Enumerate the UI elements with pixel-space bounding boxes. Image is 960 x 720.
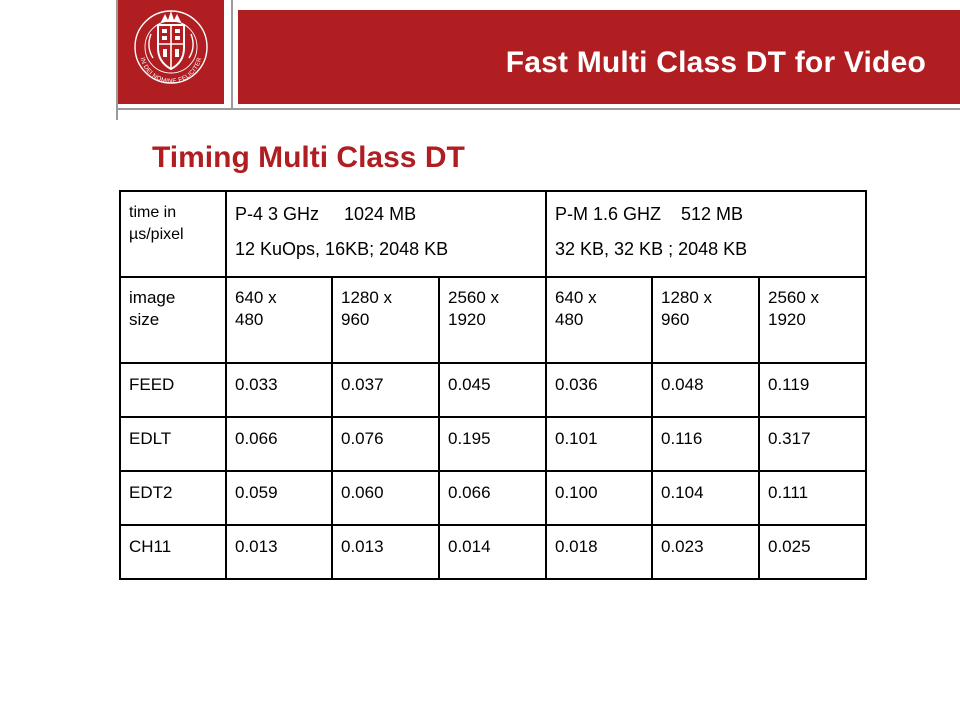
table-cell: 0.076 <box>331 416 440 472</box>
row-label: EDLT <box>119 416 227 472</box>
header-underline <box>118 108 960 110</box>
title-band <box>238 10 960 104</box>
size-text: 2560 x <box>448 288 500 307</box>
machine-pm-line1: P-M 1.6 GHZ 512 MB <box>555 204 744 224</box>
size-text: 2560 x <box>768 288 820 307</box>
logo-box: IN DEI NOMINE FELICITER <box>118 0 224 104</box>
table-cell: 0.018 <box>545 524 653 580</box>
table-cell: 0.033 <box>225 362 333 418</box>
unit-label-line1: time in <box>129 204 177 221</box>
size-text: 640 x <box>235 288 277 307</box>
table-cell: 0.116 <box>651 416 760 472</box>
size-text: 960 <box>661 310 690 329</box>
university-seal-icon: IN DEI NOMINE FELICITER <box>134 10 208 85</box>
row-label: CH11 <box>119 524 227 580</box>
table-row: CH11 0.013 0.013 0.014 0.018 0.023 0.025 <box>119 524 867 580</box>
machine-header-p4: P-4 3 GHz 1024 MB 12 KuOps, 16KB; 2048 K… <box>225 190 547 278</box>
table-cell: 0.013 <box>331 524 440 580</box>
timing-table: time in µs/pixel P-4 3 GHz 1024 MB 12 Ku… <box>119 190 867 580</box>
table-cell: 0.066 <box>438 470 547 526</box>
divider-middle <box>231 0 233 110</box>
row-label: FEED <box>119 362 227 418</box>
table-cell: 0.048 <box>651 362 760 418</box>
image-size-row: image size 640 x 480 1280 x 960 2560 x 1920… <box>119 276 867 364</box>
table-row: FEED 0.033 0.037 0.045 0.036 0.048 0.119 <box>119 362 867 418</box>
row-label: EDT2 <box>119 470 227 526</box>
table-cell: 0.025 <box>758 524 867 580</box>
slide-title: Fast Multi Class DT for Video <box>505 46 926 79</box>
table-cell: 0.059 <box>225 470 333 526</box>
section-title: Timing Multi Class DT <box>152 141 465 174</box>
machine-p4-line2: 12 KuOps, 16KB; 2048 KB <box>235 239 449 259</box>
table-cell: 0.101 <box>545 416 653 472</box>
size-text: 1920 <box>448 310 486 329</box>
table-row: EDT2 0.059 0.060 0.066 0.100 0.104 0.111 <box>119 470 867 526</box>
table-cell: 0.037 <box>331 362 440 418</box>
machine-pm-line2: 32 KB, 32 KB ; 2048 KB <box>555 239 748 259</box>
size-cell: 640 x 480 <box>545 276 653 364</box>
size-label-line2: size <box>129 310 160 329</box>
divider-left <box>116 0 118 120</box>
table-cell: 0.060 <box>331 470 440 526</box>
table-cell: 0.013 <box>225 524 333 580</box>
machine-header-pm: P-M 1.6 GHZ 512 MB 32 KB, 32 KB ; 2048 K… <box>545 190 867 278</box>
table-cell: 0.317 <box>758 416 867 472</box>
size-cell: 1280 x 960 <box>651 276 760 364</box>
size-cell: 2560 x 1920 <box>758 276 867 364</box>
table-header-row: time in µs/pixel P-4 3 GHz 1024 MB 12 Ku… <box>119 190 867 278</box>
table-cell: 0.119 <box>758 362 867 418</box>
size-text: 1280 x <box>661 288 713 307</box>
machine-p4-line1: P-4 3 GHz 1024 MB <box>235 204 417 224</box>
size-cell: 640 x 480 <box>225 276 333 364</box>
size-text: 480 <box>235 310 264 329</box>
table-cell: 0.045 <box>438 362 547 418</box>
unit-label-line2: µs/pixel <box>129 226 184 243</box>
table-cell: 0.100 <box>545 470 653 526</box>
header-band: IN DEI NOMINE FELICITER Fast Multi Class… <box>0 0 960 120</box>
size-label-line1: image <box>129 288 176 307</box>
size-text: 1280 x <box>341 288 393 307</box>
table-cell: 0.066 <box>225 416 333 472</box>
table-cell: 0.023 <box>651 524 760 580</box>
table-cell: 0.036 <box>545 362 653 418</box>
size-text: 1920 <box>768 310 806 329</box>
table-cell: 0.104 <box>651 470 760 526</box>
table-cell: 0.111 <box>758 470 867 526</box>
table-cell: 0.014 <box>438 524 547 580</box>
size-text: 480 <box>555 310 584 329</box>
unit-label-cell: time in µs/pixel <box>119 190 227 278</box>
size-cell: 2560 x 1920 <box>438 276 547 364</box>
size-label-cell: image size <box>119 276 227 364</box>
table-row: EDLT 0.066 0.076 0.195 0.101 0.116 0.317 <box>119 416 867 472</box>
size-text: 960 <box>341 310 370 329</box>
table-cell: 0.195 <box>438 416 547 472</box>
size-cell: 1280 x 960 <box>331 276 440 364</box>
size-text: 640 x <box>555 288 597 307</box>
